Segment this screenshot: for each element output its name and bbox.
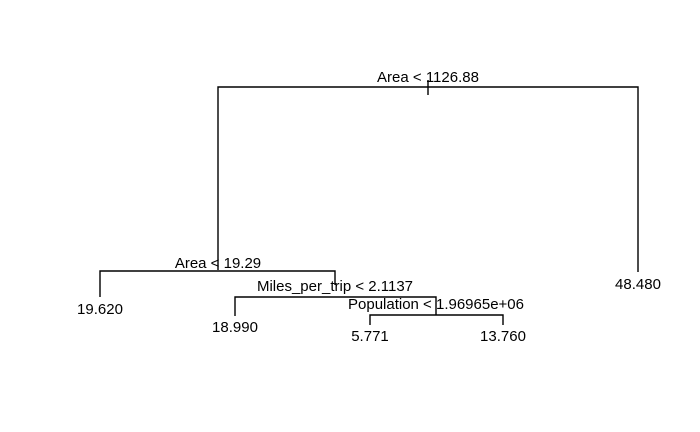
population-split-label: Population < 1.96965e+06 bbox=[348, 296, 524, 313]
leaf-value-4: 13.760 bbox=[480, 328, 526, 345]
leaf-value-2: 18.990 bbox=[212, 319, 258, 336]
root-split-connector bbox=[217, 86, 639, 272]
population-split-connector bbox=[369, 314, 504, 325]
root-split-label: Area < 1126.88 bbox=[377, 69, 479, 86]
miles-split-connector bbox=[234, 296, 437, 316]
left-split-label: Area < 19.29 bbox=[175, 255, 261, 272]
leaf-value-1: 19.620 bbox=[77, 301, 123, 318]
leaf-value-5: 48.480 bbox=[615, 276, 661, 293]
left-split-connector bbox=[99, 270, 336, 297]
leaf-value-3: 5.771 bbox=[351, 328, 389, 345]
miles-split-label: Miles_per_trip < 2.1137 bbox=[257, 278, 413, 295]
